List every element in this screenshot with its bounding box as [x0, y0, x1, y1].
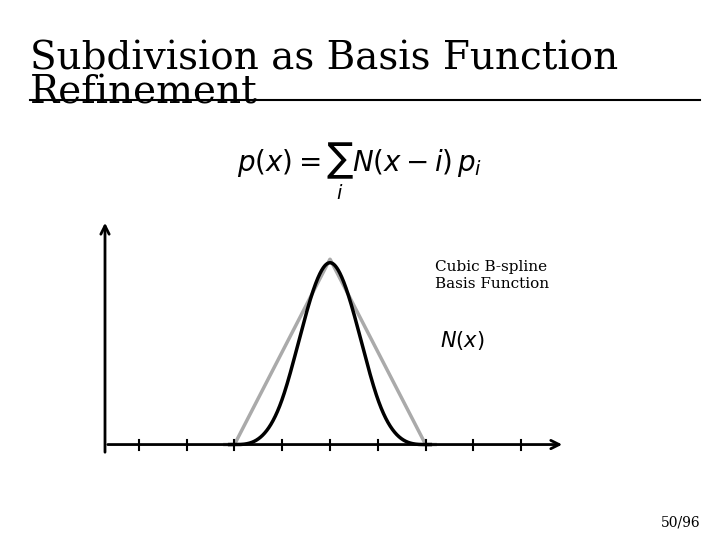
Text: $N(x)$: $N(x)$ — [440, 329, 485, 353]
Text: Cubic B-spline
Basis Function: Cubic B-spline Basis Function — [435, 260, 549, 291]
Text: Refinement: Refinement — [30, 75, 258, 112]
Text: $p(x) = \sum_i N(x-i)\,p_i$: $p(x) = \sum_i N(x-i)\,p_i$ — [238, 140, 482, 201]
Text: 50/96: 50/96 — [660, 516, 700, 530]
Text: Subdivision as Basis Function: Subdivision as Basis Function — [30, 40, 618, 77]
